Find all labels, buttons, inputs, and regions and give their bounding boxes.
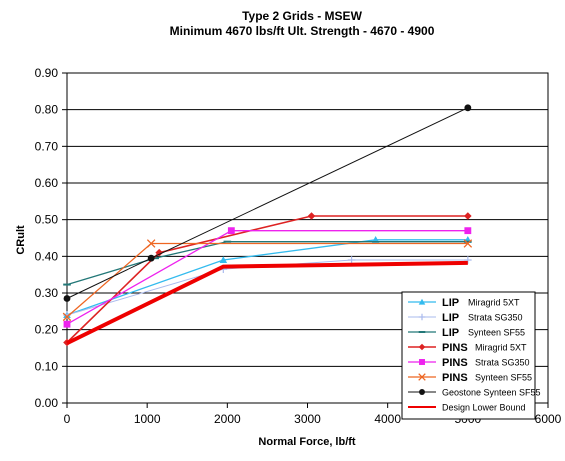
legend-label: Synteen SF55	[475, 373, 532, 383]
legend-label: Geostone Synteen SF55	[442, 388, 541, 398]
data-point	[63, 295, 71, 302]
series-group	[62, 104, 473, 347]
series-7	[66, 260, 468, 346]
chart-subtitle: Minimum 4670 lbs/ft Ult. Strength - 4670…	[170, 24, 435, 38]
data-point	[147, 254, 155, 262]
data-point	[227, 227, 235, 235]
y-tick-label: 0.10	[35, 359, 59, 373]
data-point	[464, 256, 472, 264]
series-line	[66, 107, 469, 299]
legend-label: Miragrid 5XT	[475, 343, 527, 353]
legend-label: Synteen SF55	[468, 328, 525, 338]
legend-prefix: LIP	[442, 312, 459, 324]
legend-prefix: PINS	[442, 342, 468, 354]
data-point	[418, 373, 426, 381]
gridlines	[62, 72, 549, 408]
data-point	[62, 312, 72, 322]
legend-item: LIP Synteen SF55	[408, 327, 525, 339]
data-point	[464, 227, 472, 235]
y-tick-label: 0.50	[35, 213, 59, 227]
legend-item: PINS Strata SG350	[408, 357, 530, 369]
data-point	[418, 343, 426, 351]
data-point	[307, 212, 316, 220]
x-axis-label: Normal Force, lb/ft	[258, 436, 356, 448]
data-point	[347, 256, 356, 264]
legend-item: LIP Miragrid 5XT	[408, 297, 520, 309]
y-tick-label: 0.80	[35, 103, 59, 117]
legend-item: PINS Miragrid 5XT	[408, 342, 527, 354]
series-line	[66, 241, 468, 286]
legend-label: Design Lower Bound	[442, 403, 526, 413]
x-tick-label: 0	[64, 412, 71, 426]
legend-item: LIP Strata SG350	[408, 312, 523, 324]
legend: LIP Miragrid 5XT LIP Strata SG350 LIP Synteen…	[401, 291, 541, 420]
data-point	[146, 239, 156, 248]
legend-label: Strata SG350	[468, 313, 523, 323]
data-point	[419, 389, 425, 395]
x-tick-label: 1000	[134, 412, 161, 426]
chart-title: Type 2 Grids - MSEW	[242, 9, 362, 23]
x-tick-label: 2000	[214, 412, 241, 426]
y-axis-label: CRult	[15, 225, 27, 255]
legend-item: Design Lower Bound	[408, 403, 526, 413]
series-4	[63, 227, 472, 328]
legend-prefix: PINS	[442, 372, 468, 384]
series-6	[63, 104, 472, 302]
y-tick-label: 0.30	[35, 286, 59, 300]
data-point	[63, 320, 71, 328]
data-point	[219, 256, 228, 264]
y-tick-label: 0.70	[35, 139, 59, 153]
data-point	[464, 104, 472, 112]
legend-box	[401, 291, 536, 420]
legend-item: PINS Synteen SF55	[408, 372, 532, 384]
data-point	[419, 359, 425, 365]
data-point	[418, 298, 426, 305]
x-tick-label: 4000	[374, 412, 401, 426]
series-line	[66, 260, 468, 346]
legend-prefix: PINS	[442, 357, 468, 369]
legend-label: Miragrid 5XT	[468, 298, 520, 308]
legend-prefix: LIP	[442, 297, 459, 309]
legend-label: Strata SG350	[475, 358, 530, 368]
legend-prefix: LIP	[442, 327, 459, 339]
y-tick-label: 0.90	[35, 66, 59, 80]
y-tick-label: 0.40	[35, 249, 59, 263]
legend-item: Geostone Synteen SF55	[408, 388, 541, 398]
tick-labels: 0.00 0.10 0.20 0.30 0.40 0.50 0.60 0.70 0.80 0.90…	[35, 66, 562, 426]
x-tick-label: 3000	[294, 412, 321, 426]
x-tick-label: 6000	[535, 412, 562, 426]
data-point	[155, 248, 163, 257]
y-tick-label: 0.60	[35, 176, 59, 190]
data-point	[464, 212, 472, 220]
data-point	[418, 313, 426, 321]
series-5	[62, 239, 473, 322]
data-point	[463, 239, 473, 248]
y-tick-label: 0.20	[35, 323, 59, 337]
y-tick-label: 0.00	[35, 396, 59, 410]
series-line	[66, 239, 468, 316]
